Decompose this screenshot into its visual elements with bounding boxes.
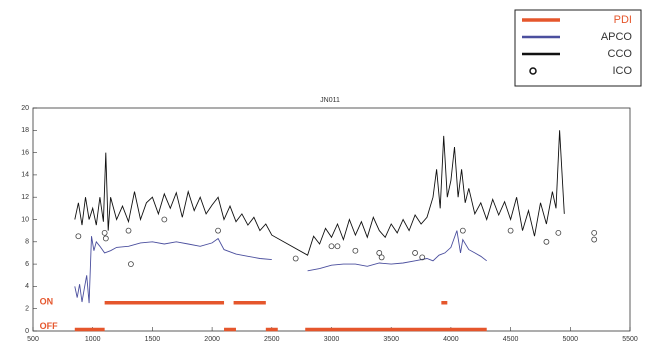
point — [125, 227, 132, 234]
x-tick-label: 4500 — [503, 336, 519, 343]
point — [292, 255, 299, 262]
x-tick-label: 3000 — [324, 336, 340, 343]
x-tick-label: 500 — [27, 336, 39, 343]
y-tick-label: 10 — [21, 216, 29, 223]
point — [507, 227, 514, 234]
x-tick-label: 2500 — [264, 336, 280, 343]
y-tick-label: 18 — [21, 127, 29, 134]
annotation: OFF — [40, 321, 58, 331]
x-tick-label: 4000 — [443, 336, 459, 343]
series-line — [74, 130, 565, 256]
legend-label: APCO — [601, 31, 633, 43]
point — [102, 235, 109, 242]
y-tick-label: 14 — [21, 172, 29, 179]
point — [352, 247, 359, 254]
x-tick-label: 5500 — [622, 336, 638, 343]
annotation: ON — [40, 297, 54, 307]
point — [419, 254, 426, 261]
x-tick-label: 5000 — [563, 336, 579, 343]
point — [412, 250, 418, 256]
point — [101, 229, 108, 236]
y-tick-label: 8 — [25, 239, 29, 246]
legend-label: CCO — [608, 48, 633, 60]
legend-label: PDI — [614, 14, 632, 26]
y-tick-label: 0 — [25, 328, 29, 335]
y-tick-label: 2 — [25, 306, 29, 313]
x-tick-label: 3500 — [383, 336, 399, 343]
y-tick-label: 20 — [21, 105, 29, 112]
y-tick-label: 16 — [21, 149, 29, 156]
legend-marker — [529, 67, 537, 75]
point — [328, 243, 335, 250]
y-tick-label: 12 — [21, 194, 29, 201]
x-tick-label: 2000 — [204, 336, 220, 343]
y-tick-label: 6 — [25, 261, 29, 268]
y-tick-label: 4 — [25, 283, 29, 290]
x-tick-label: 1500 — [145, 336, 161, 343]
point — [459, 227, 466, 234]
point — [378, 254, 385, 261]
point — [376, 250, 383, 256]
point — [128, 261, 134, 268]
point — [555, 229, 562, 236]
x-tick-label: 1000 — [85, 336, 101, 343]
point — [215, 227, 221, 234]
point — [543, 238, 550, 245]
point — [334, 243, 341, 250]
point — [591, 229, 598, 236]
chart-title: JN011 — [320, 97, 340, 104]
point — [591, 236, 598, 243]
plot-area — [32, 107, 631, 332]
legend-label: ICO — [612, 65, 632, 77]
series-line — [74, 230, 487, 304]
point — [161, 216, 168, 223]
point — [75, 233, 82, 240]
legend-box — [514, 9, 642, 87]
